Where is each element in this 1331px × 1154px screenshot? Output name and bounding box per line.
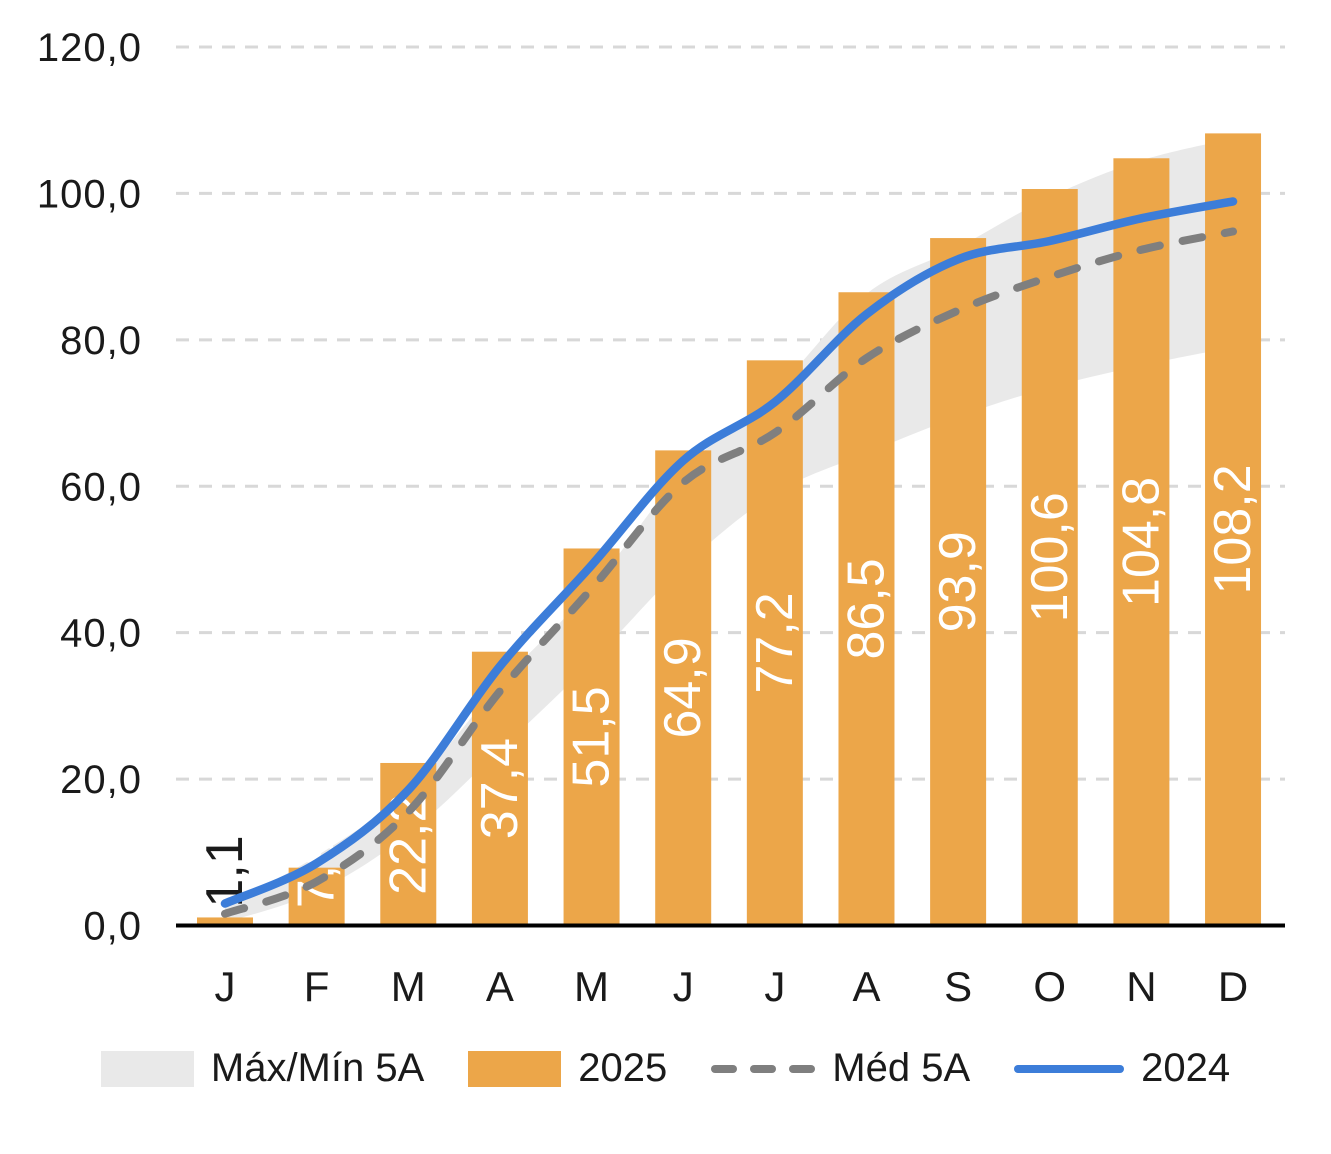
- bar-value-label-11: 108,2: [1204, 464, 1262, 594]
- bar-value-label-7: 86,5: [837, 558, 895, 659]
- y-axis-tick-label: 100,0: [37, 172, 142, 216]
- band-max-min-5a: [225, 138, 1234, 923]
- line-2024: [220, 197, 1238, 908]
- bar-2025-D-11: [1205, 133, 1262, 926]
- legend-label-2025: 2025: [578, 1046, 668, 1090]
- legend-item-2025: 2025: [468, 1046, 667, 1091]
- bar-swatch: [468, 1050, 562, 1087]
- x-axis-month-label-4: M: [574, 963, 609, 1010]
- x-axis-month-label-5: J: [673, 963, 694, 1010]
- legend-item-med-5a: Méd 5A: [711, 1046, 970, 1091]
- bar-value-label-3: 37,4: [471, 738, 529, 839]
- band-swatch: [100, 1050, 194, 1087]
- bar-value-label-10: 104,8: [1112, 477, 1170, 607]
- legend-label-2024: 2024: [1141, 1046, 1231, 1090]
- line-med-5a: [221, 227, 1238, 918]
- bar-value-label-9: 100,6: [1021, 492, 1079, 622]
- solid-line-swatch: [1014, 1064, 1125, 1073]
- y-axis-tick-label: 0,0: [83, 905, 142, 949]
- bar-value-label-6: 77,2: [746, 592, 804, 693]
- bar-2025-J-6: [746, 360, 803, 926]
- y-axis-tick-label: 80,0: [60, 319, 142, 363]
- x-axis-month-label-3: A: [486, 963, 514, 1010]
- x-axis-month-label-7: A: [852, 963, 880, 1010]
- legend-label-med-5a: Méd 5A: [832, 1046, 971, 1090]
- bar-value-label-5: 64,9: [654, 637, 712, 738]
- legend-item-2024: 2024: [1014, 1046, 1230, 1091]
- bar-value-label-4: 51,5: [563, 686, 621, 787]
- bar-2025-J-0: [197, 917, 253, 926]
- bar-2025-S-8: [930, 238, 987, 926]
- y-axis-tick-label: 40,0: [60, 612, 142, 656]
- x-axis-month-label-6: J: [764, 963, 785, 1010]
- legend-item-maxmin-5a: Máx/Mín 5A: [100, 1046, 425, 1091]
- x-axis-month-label-8: S: [944, 963, 972, 1010]
- y-axis-tick-label: 120,0: [37, 26, 142, 70]
- x-axis-month-label-11: D: [1218, 963, 1248, 1010]
- bar-2025-A-7: [838, 292, 895, 926]
- y-axis-tick-label: 60,0: [60, 465, 142, 509]
- x-axis-month-label-9: O: [1033, 963, 1066, 1010]
- bar-2025-O-9: [1021, 189, 1078, 926]
- x-axis-month-label-2: M: [391, 963, 426, 1010]
- legend-label-maxmin-5a: Máx/Mín 5A: [210, 1046, 425, 1090]
- x-axis-month-label-1: F: [304, 963, 330, 1010]
- legend: Máx/Mín 5A 2025 Méd 5A 2024: [0, 1046, 1331, 1091]
- y-axis-tick-label: 20,0: [60, 758, 142, 802]
- bar-2025-J-5: [655, 450, 712, 926]
- x-axis-month-label-10: N: [1126, 963, 1156, 1010]
- x-axis-month-label-0: J: [215, 963, 236, 1010]
- bar-value-label-8: 93,9: [929, 531, 987, 632]
- bar-2025-N-10: [1113, 158, 1170, 926]
- dashed-line-swatch: [711, 1064, 816, 1073]
